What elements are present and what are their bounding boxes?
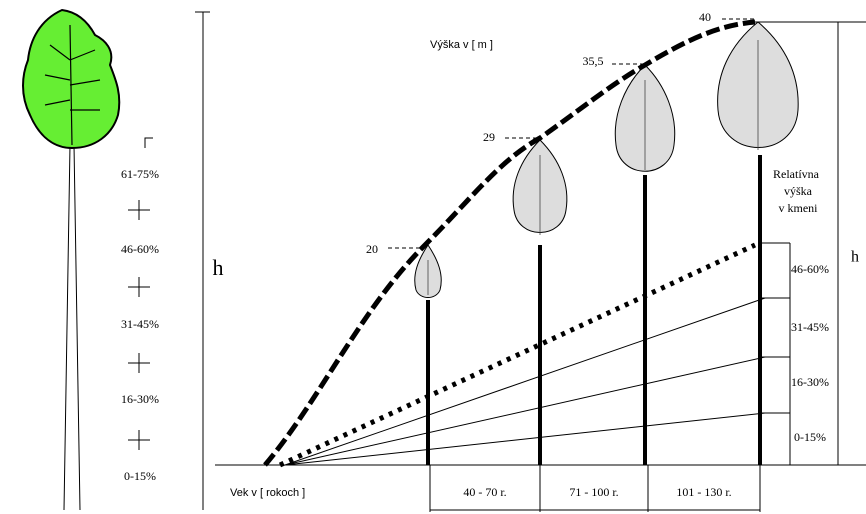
age-group: 71 - 100 r. (569, 485, 618, 499)
height-label: 29 (483, 130, 495, 144)
relative-segment: 46-60% (791, 262, 829, 276)
diagram: h 61-75% 46-60% 31-45% 16-30% 0-15% Výšk… (0, 0, 866, 514)
h-label: h (851, 249, 859, 266)
segment-label: 31-45% (121, 317, 159, 331)
x-axis-label: Vek v [ rokoch ] (230, 487, 305, 499)
relative-segment: 16-30% (791, 375, 829, 389)
segment-label: 61-75% (121, 167, 159, 181)
age-group: 40 - 70 r. (463, 485, 506, 499)
left-scale: h 61-75% 46-60% 31-45% 16-30% 0-15% (121, 12, 224, 510)
growth-diagram: Výška v [ m ] 20 29 35,5 40 Relatívna vý… (215, 10, 866, 512)
y-axis-label: Výška v [ m ] (430, 39, 493, 51)
relative-segment: 0-15% (794, 430, 826, 444)
left-tree (23, 10, 119, 510)
relative-segment: 31-45% (791, 320, 829, 334)
h-label: h (213, 255, 224, 280)
height-label: 35,5 (583, 54, 604, 68)
height-label: 20 (366, 242, 378, 256)
age-group: 101 - 130 r. (676, 485, 731, 499)
segment-label: 46-60% (121, 242, 159, 256)
relative-title: Relatívna (773, 167, 820, 181)
height-label: 40 (699, 10, 711, 24)
relative-title: v kmeni (779, 201, 819, 215)
segment-label: 16-30% (121, 392, 159, 406)
relative-title: výška (784, 184, 813, 198)
segment-label: 0-15% (124, 469, 156, 483)
